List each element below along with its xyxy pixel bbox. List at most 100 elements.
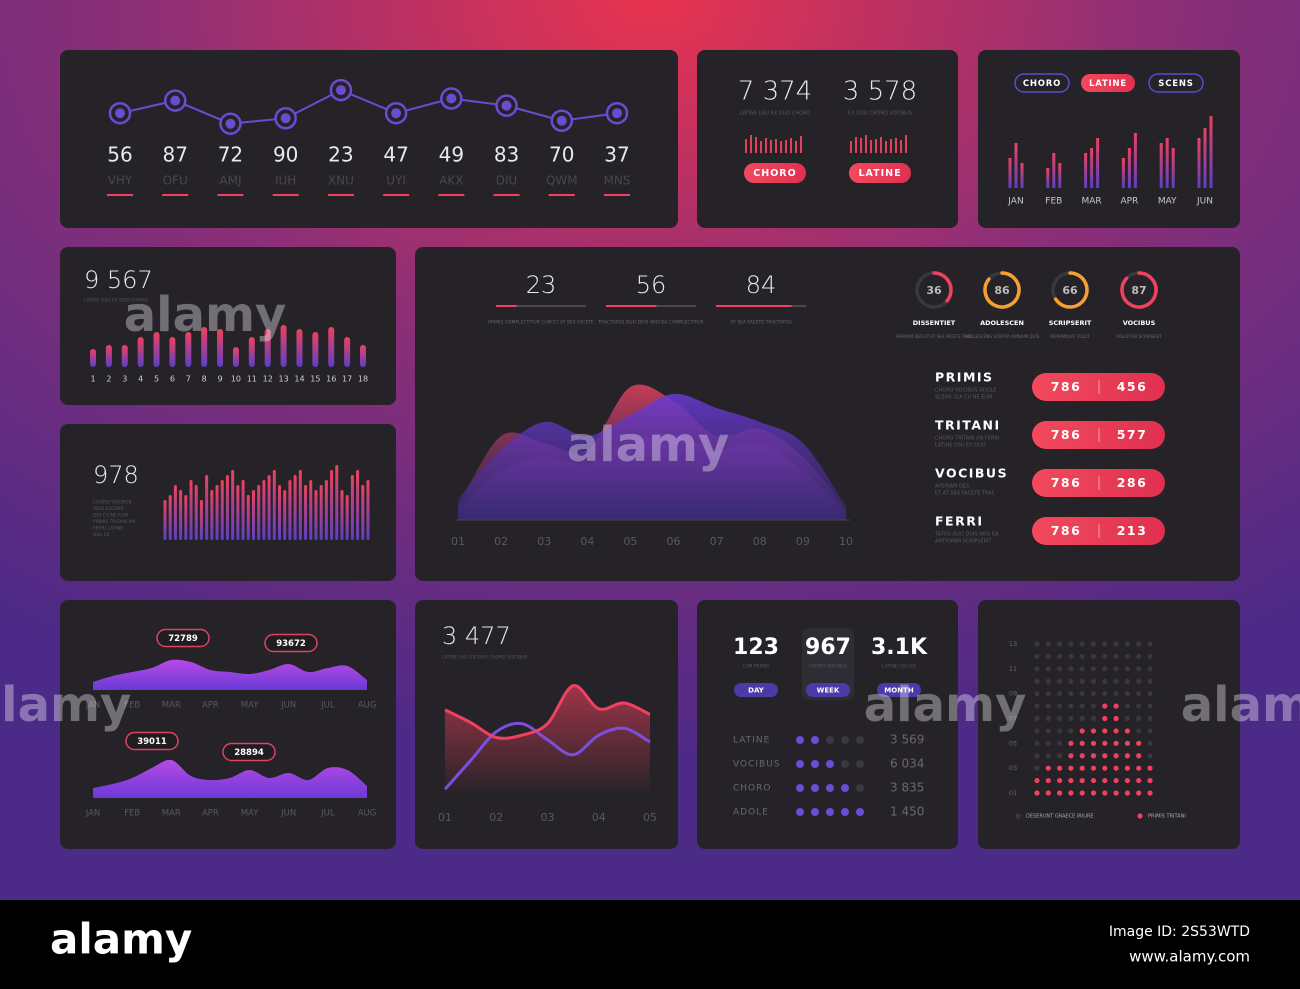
dot — [1045, 666, 1051, 672]
legend-dot — [1137, 813, 1143, 819]
label: JUN — [280, 809, 296, 819]
button[interactable] — [744, 163, 806, 183]
bar — [231, 470, 235, 540]
dot — [1057, 790, 1063, 796]
mini-bar — [895, 138, 897, 153]
bar — [232, 347, 239, 367]
label: 3 477 — [442, 622, 511, 650]
footer-url: www.alamy.com — [1129, 948, 1250, 966]
label: LATINE USU ES — [882, 664, 916, 670]
label: 10 — [839, 535, 853, 548]
label: 02 — [494, 535, 508, 548]
dot — [1090, 715, 1097, 722]
label: 456 — [1117, 379, 1148, 394]
label: 6 034 — [890, 757, 924, 771]
bar — [1159, 143, 1163, 188]
label: REPRIMIQUE TOLLIT — [1050, 334, 1090, 339]
dot — [1090, 678, 1097, 684]
bar — [293, 475, 297, 540]
label: CHORO VOCIBUS — [809, 664, 848, 670]
bar — [1203, 128, 1207, 188]
underline — [162, 194, 189, 196]
label: QWM — [546, 174, 578, 188]
label: 286 — [1117, 475, 1148, 490]
bar — [356, 470, 360, 540]
bar — [309, 480, 313, 540]
bar — [90, 349, 96, 367]
label: DESERUNT GRAECE IRIURE — [1026, 814, 1094, 820]
label: PRIMIS — [935, 370, 994, 385]
button[interactable] — [734, 683, 778, 697]
bar — [185, 332, 192, 367]
mini-bar — [750, 135, 752, 153]
dot — [1079, 641, 1085, 647]
dot — [1057, 653, 1063, 660]
dot — [1136, 753, 1142, 759]
label: 05 — [643, 811, 657, 824]
bar — [288, 480, 292, 540]
bar — [1171, 148, 1175, 188]
dot — [1034, 653, 1040, 660]
footer-bar — [0, 900, 1300, 989]
tab[interactable] — [1014, 73, 1070, 93]
dot — [1079, 753, 1085, 759]
dot — [1102, 653, 1108, 660]
bar — [1096, 138, 1100, 188]
dot — [1045, 653, 1051, 660]
dot — [1102, 691, 1108, 697]
button[interactable] — [806, 683, 850, 697]
dot — [841, 808, 849, 816]
dot — [1102, 765, 1108, 771]
dot — [1147, 653, 1153, 660]
dot — [1113, 777, 1119, 784]
point — [501, 100, 512, 111]
label: 10 — [231, 375, 241, 384]
label: 04 — [592, 811, 606, 824]
bar — [1165, 138, 1169, 188]
label: 39011 — [137, 737, 167, 747]
mini-bar — [890, 139, 892, 153]
dot — [1034, 740, 1040, 746]
label: VHY — [108, 174, 133, 188]
button[interactable] — [849, 163, 911, 183]
label: 7 — [186, 375, 191, 384]
dot — [826, 808, 834, 816]
label: 01 — [438, 811, 452, 824]
underline — [217, 194, 244, 196]
button[interactable] — [877, 683, 921, 697]
label: 03 — [537, 535, 551, 548]
bar — [1084, 153, 1088, 188]
dot — [1113, 753, 1119, 759]
label: LATINE — [733, 736, 770, 746]
dot — [826, 736, 834, 744]
dot — [796, 784, 804, 792]
dot — [1113, 678, 1119, 684]
mini-bar — [905, 135, 907, 153]
label: LATINE USU EX DUO — [935, 443, 986, 449]
bar — [236, 485, 240, 540]
dot — [1147, 790, 1153, 796]
label: SCENS — [1158, 79, 1193, 89]
label: CHORO — [733, 784, 771, 794]
mini-bar — [795, 141, 797, 153]
dot — [1124, 790, 1130, 796]
underline — [438, 194, 465, 196]
label: JUL — [320, 809, 335, 819]
tab[interactable] — [1081, 74, 1135, 92]
dot — [811, 736, 819, 744]
label: JUN — [280, 701, 296, 711]
dot — [1045, 753, 1051, 759]
dot — [1136, 666, 1142, 672]
dot — [1147, 728, 1153, 734]
bar — [201, 327, 208, 367]
dot — [1124, 728, 1130, 734]
bar — [199, 500, 203, 540]
tab[interactable] — [1148, 73, 1204, 93]
label: DAY — [748, 687, 765, 695]
label: 11 — [1009, 665, 1017, 673]
label: 3 835 — [890, 781, 924, 795]
bar — [1052, 153, 1056, 188]
bar — [189, 480, 193, 540]
footer-image-id: Image ID: 2S53WTD — [1109, 924, 1250, 940]
dot — [826, 784, 834, 792]
